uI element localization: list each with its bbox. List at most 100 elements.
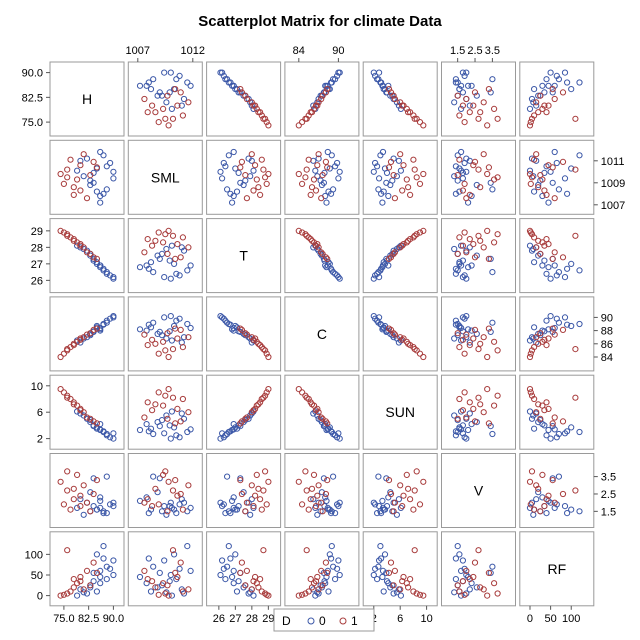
point-d1-10-c-rf (543, 342, 550, 349)
point-d0-19-rf-h (97, 567, 104, 575)
point-d0-1-v-rf (543, 509, 550, 517)
point-d0-19-sun-c (324, 426, 331, 433)
point-d1-6-sml-sun (403, 176, 410, 183)
point-d0-19-sml-v (458, 148, 465, 156)
point-d0-9-h-sml (176, 72, 183, 80)
point-d0-6-v-h (90, 475, 97, 482)
point-d1-6-v-t (253, 471, 260, 478)
point-d1-3-sun-t (265, 386, 272, 393)
point-d0-1-sml-t (222, 163, 229, 170)
point-d1-6-rf-t (253, 580, 260, 587)
point-d1-3-h-rf (526, 122, 534, 129)
point-d1-4-sun-h (83, 414, 91, 421)
point-d0-7-t-sml (184, 267, 191, 274)
point-d1-13-t-sml (149, 242, 156, 249)
point-d0-13-v-h (103, 473, 110, 480)
point-d1-10-h-sun (407, 109, 414, 116)
point-d1-10-t-h (70, 236, 77, 243)
point-d1-13-h-t (250, 102, 257, 109)
point-d1-2-rf-c (314, 573, 321, 581)
point-d1-7-v-rf (559, 490, 567, 498)
point-d0-12-h-sun (381, 86, 389, 93)
point-d0-17-sml-v (463, 168, 470, 175)
point-d0-6-sml-v (487, 179, 494, 186)
point-d1-7-t-v (471, 254, 479, 261)
point-d0-17-t-rf (547, 275, 554, 282)
point-d0-9-v-h (107, 501, 114, 508)
point-d1-9-h-sml (185, 99, 192, 106)
point-d1-8-c-h (60, 350, 68, 357)
point-d1-12-sun-rf (572, 394, 579, 401)
point-d1-1-sml-sun (405, 184, 412, 191)
cell-c-sun (362, 296, 438, 372)
point-d1-4-v-t (243, 499, 250, 506)
point-d0-12-sun-rf (568, 424, 575, 431)
point-d1-2-sml-sun (400, 162, 407, 169)
point-d1-9-t-sml (185, 244, 192, 251)
point-d1-6-v-c (310, 471, 318, 478)
point-d0-15-sml-t (235, 169, 242, 176)
point-d0-3-h-sml (161, 69, 168, 76)
point-d1-11-sml-c (319, 172, 326, 179)
cell-sun-sml (127, 374, 203, 450)
point-d1-11-c-v (454, 330, 461, 337)
point-d1-3-sun-sml (165, 386, 172, 393)
point-d1-8-t-sun (416, 229, 424, 236)
point-d1-13-h-sml (149, 102, 156, 109)
point-d0-13-rf-sun (375, 563, 382, 570)
point-d0-14-v-rf (533, 496, 540, 503)
point-d1-1-v-h (70, 485, 77, 492)
legend-title: D (282, 614, 291, 628)
point-d1-7-v-sml (177, 490, 184, 498)
point-d1-8-rf-v (461, 591, 468, 598)
point-d1-14-sml-rf (549, 164, 556, 171)
point-d1-11-sun-sml (164, 415, 171, 422)
point-d0-17-rf-v (463, 571, 470, 579)
point-d0-4-rf-sml (143, 580, 150, 587)
point-d0-0-t-h (93, 259, 101, 266)
point-d1-4-t-rf (551, 249, 558, 256)
point-d1-5-c-v (456, 344, 463, 351)
top-tick-label-c-1: 90 (332, 45, 344, 57)
point-d1-11-c-h (87, 330, 94, 337)
point-d0-9-sun-h (107, 434, 114, 441)
point-d1-10-sml-sun (407, 191, 414, 198)
variable-label-sml: SML (151, 169, 180, 185)
point-d1-4-sml-t (243, 195, 250, 202)
point-d0-15-sml-v (459, 169, 466, 176)
point-d0-11-rf-t (229, 573, 236, 581)
point-d1-2-v-c (314, 492, 321, 499)
point-d0-5-h-v (458, 105, 465, 113)
point-d1-6-h-sml (160, 105, 167, 113)
point-d1-10-v-sml (144, 496, 151, 503)
point-d1-12-c-sml (169, 346, 177, 353)
point-d1-9-v-h (80, 482, 87, 489)
point-d1-13-sun-c (312, 407, 320, 414)
point-d1-1-h-rf (535, 109, 542, 116)
point-d0-8-h-sun (387, 92, 394, 99)
point-d1-6-h-rf (539, 105, 546, 113)
point-d1-8-t-h (60, 229, 68, 236)
point-d0-1-c-sml (173, 317, 180, 324)
point-d1-11-t-sun (390, 250, 397, 257)
point-d0-3-rf-sml (161, 557, 168, 564)
point-d1-12-v-h (64, 487, 71, 494)
point-d1-4-h-v (463, 95, 470, 103)
point-d1-6-h-v (491, 105, 498, 113)
point-d1-10-sun-t (257, 399, 264, 406)
point-d0-19-h-c (324, 82, 331, 89)
point-d1-8-rf-h (60, 591, 68, 598)
point-d0-8-sun-h (87, 419, 94, 426)
point-d0-1-sun-rf (543, 432, 550, 439)
point-d1-0-c-t (262, 347, 269, 354)
point-d1-11-rf-sml (164, 582, 171, 589)
point-d0-7-v-h (100, 508, 107, 515)
point-d1-5-c-sml (179, 344, 186, 351)
point-d1-7-rf-h (90, 559, 97, 566)
point-d0-3-t-rf (561, 274, 569, 281)
point-d0-7-c-rf (576, 320, 583, 328)
point-d0-5-c-rf (526, 337, 534, 344)
point-d1-11-sun-rf (537, 415, 544, 422)
point-d1-7-v-t (238, 490, 245, 498)
point-d0-0-rf-h (93, 588, 101, 595)
